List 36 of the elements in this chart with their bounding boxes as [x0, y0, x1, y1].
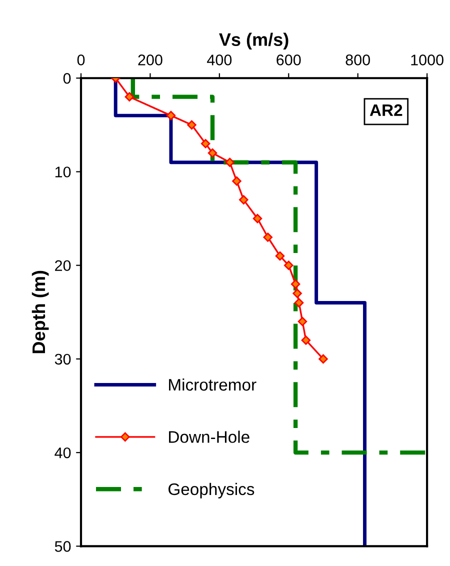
point	[263, 232, 272, 242]
point	[124, 92, 134, 102]
y-tick-label: 10	[55, 166, 71, 178]
legend-label: Down-Hole	[169, 430, 250, 443]
x-tick-label: 200	[138, 54, 162, 66]
point	[318, 354, 328, 364]
x-tick-label: 800	[346, 54, 370, 66]
y-tick-label: 0	[63, 72, 71, 84]
y-axis-title: Depth (m)	[32, 270, 49, 354]
point	[200, 139, 210, 148]
x-tick-label: 1000	[411, 54, 444, 66]
legend-label: Microtremor	[169, 378, 256, 391]
y-tick-label: 30	[54, 354, 71, 365]
y-tick-label: 20	[55, 260, 71, 272]
annotation: AR2	[370, 104, 402, 116]
x-axis-title: Vs (m/s)	[219, 32, 288, 50]
point	[275, 251, 285, 261]
x-tick-label: 600	[276, 54, 301, 66]
x-tick-label: 0	[77, 54, 85, 66]
point	[292, 288, 302, 298]
point	[301, 336, 311, 345]
point	[187, 120, 196, 130]
point	[298, 316, 308, 326]
point	[225, 158, 234, 167]
legend-label: Geophysics	[168, 482, 254, 498]
point	[284, 260, 294, 270]
y-tick-label: 50	[54, 541, 71, 552]
point	[208, 148, 218, 158]
point	[166, 110, 176, 120]
x-tick-label: 400	[207, 54, 232, 66]
y-tick-label: 40	[54, 447, 71, 458]
point	[252, 214, 262, 224]
point	[239, 195, 248, 204]
point	[232, 176, 242, 186]
point	[294, 298, 304, 308]
point	[290, 279, 300, 289]
